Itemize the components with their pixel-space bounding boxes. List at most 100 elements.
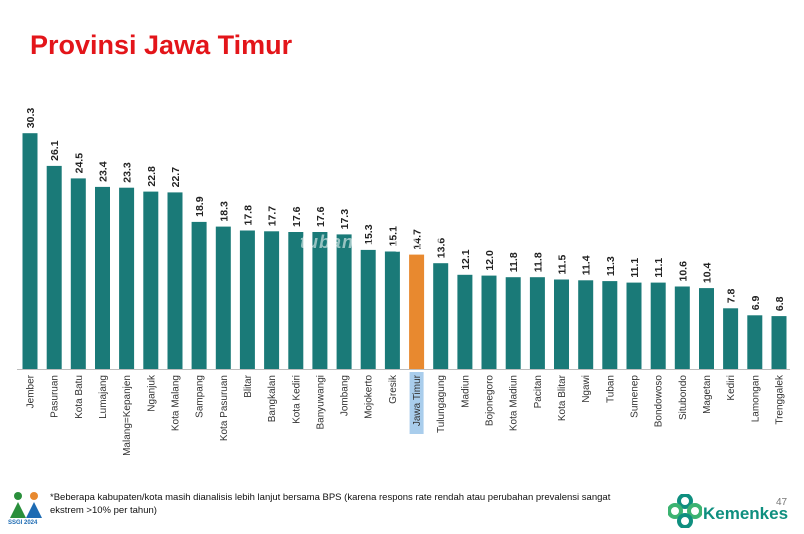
data-label: 13.6 xyxy=(436,238,448,259)
bar-gresik xyxy=(384,251,400,369)
bar-kediri xyxy=(723,308,739,369)
category-label: Sumenep xyxy=(630,375,641,418)
data-label: 11.5 xyxy=(557,254,569,274)
data-label: 23.4 xyxy=(98,161,110,182)
category-label: Kota Blitar xyxy=(557,374,568,421)
bar-jember xyxy=(22,133,38,369)
data-label: 18.9 xyxy=(194,196,206,217)
data-label: 6.9 xyxy=(750,296,762,311)
category-label: Kota Batu xyxy=(74,375,85,419)
category-label: Pacitan xyxy=(533,375,544,408)
category-label: Sampang xyxy=(195,375,206,418)
watermark: tubankab.go.id xyxy=(300,232,442,252)
bar-tulungagung xyxy=(433,263,449,369)
category-label: Blitar xyxy=(243,374,254,397)
data-label: 22.8 xyxy=(146,166,158,187)
data-label: 17.7 xyxy=(267,206,279,227)
bar-trenggalek xyxy=(771,316,787,369)
bar-madiun xyxy=(457,274,473,369)
ssgi-logo-icon xyxy=(10,492,42,518)
data-label: 18.3 xyxy=(218,201,230,222)
data-label: 15.1 xyxy=(387,226,399,247)
bar-blitar xyxy=(239,230,255,369)
bar-jawa-timur xyxy=(409,254,425,369)
category-label: Bangkalan xyxy=(267,375,278,422)
data-label: 22.7 xyxy=(170,167,182,188)
category-label: Kediri xyxy=(726,375,737,401)
data-label: 7.8 xyxy=(726,289,738,304)
category-label: Situbondo xyxy=(678,375,689,420)
data-label: 14.7 xyxy=(412,229,424,250)
bar-mojokerto xyxy=(360,249,376,369)
category-label: Malang=Kepanjen xyxy=(122,375,133,456)
category-label: Bojonegoro xyxy=(485,375,496,427)
data-label: 10.4 xyxy=(702,263,714,284)
data-label: 12.0 xyxy=(484,250,496,271)
category-label: Kota Pasuruan xyxy=(219,375,230,441)
kemenkes-logo-label: Kemenkes xyxy=(703,504,789,523)
data-label: 24.5 xyxy=(73,153,85,174)
category-label: Kota Madiun xyxy=(509,375,520,431)
bar-sumenep xyxy=(626,282,642,369)
bar-lamongan xyxy=(747,315,763,369)
data-label: 11.1 xyxy=(653,258,665,278)
data-label: 11.1 xyxy=(629,258,641,278)
data-label: 17.6 xyxy=(315,206,327,227)
category-label: Magetan xyxy=(702,375,713,414)
kemenkes-logo-icon xyxy=(668,494,702,528)
bar-chart: 30.3 Jember 26.1 Pasuruan 24.5 Kota Batu 23.4 L… xyxy=(17,108,790,456)
bar-kota-malang xyxy=(167,192,183,369)
bar-ngawi xyxy=(578,280,594,369)
data-label: 11.3 xyxy=(605,256,617,276)
bar-kota-blitar xyxy=(554,279,569,369)
data-label: 23.3 xyxy=(122,162,134,183)
data-label: 12.1 xyxy=(460,249,472,270)
category-label: Lumajang xyxy=(98,375,109,419)
bar-jombang xyxy=(336,234,352,369)
category-label: Kota Kediri xyxy=(291,375,302,424)
category-label: Kota Malang xyxy=(171,375,182,431)
bar-bangkalan xyxy=(264,231,280,369)
highlight-label-background xyxy=(409,372,424,434)
bar-kota-batu xyxy=(70,178,86,369)
bar-kota-pasuruan xyxy=(215,226,231,369)
data-label: 6.8 xyxy=(774,296,786,311)
bar-pacitan xyxy=(529,277,545,369)
category-label: Jember xyxy=(26,374,37,408)
category-label: Bondowoso xyxy=(654,375,665,428)
bar-bojonegoro xyxy=(481,275,497,369)
category-label: Lamongan xyxy=(750,375,761,422)
ssgi-logo-label: SSGI 2024 xyxy=(8,520,38,526)
category-label: Jombang xyxy=(340,375,351,416)
bar-kota-kediri xyxy=(288,232,304,369)
bar-lumajang xyxy=(95,186,110,369)
data-label: 10.6 xyxy=(677,261,689,282)
data-label: 17.8 xyxy=(242,205,254,226)
bar-nganjuk xyxy=(143,191,159,369)
bar-pasuruan xyxy=(46,165,62,369)
bar-bondowoso xyxy=(650,282,666,369)
category-label: Gresik xyxy=(388,374,399,404)
bar-situbondo xyxy=(674,286,690,369)
bar-sampang xyxy=(191,221,207,369)
category-label: Trenggalek xyxy=(775,374,786,425)
category-label: Tuban xyxy=(605,375,616,403)
data-label: 30.3 xyxy=(25,108,37,129)
category-label: Madiun xyxy=(460,375,471,408)
bar-banyuwangi xyxy=(312,232,328,369)
bar-malang-kepanjen xyxy=(119,187,135,369)
data-label: 15.3 xyxy=(363,224,375,245)
data-label: 11.8 xyxy=(508,252,520,272)
category-label: Ngawi xyxy=(581,375,592,403)
data-label: 11.8 xyxy=(532,252,544,272)
bar-magetan xyxy=(699,288,714,369)
page-title: Provinsi Jawa Timur xyxy=(30,30,293,60)
category-label: Banyuwangi xyxy=(315,375,326,429)
page-number: 47 xyxy=(776,497,788,508)
category-label: Mojokerto xyxy=(364,375,375,419)
bar-kota-madiun xyxy=(505,277,521,369)
data-label: 11.4 xyxy=(581,255,593,275)
footnote: *Beberapa kabupaten/kota masih dianalisi… xyxy=(50,492,611,516)
category-label: Pasuruan xyxy=(50,375,61,418)
